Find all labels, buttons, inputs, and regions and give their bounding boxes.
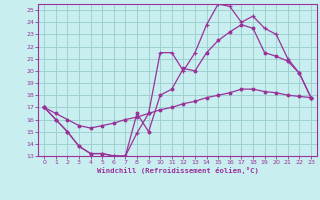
X-axis label: Windchill (Refroidissement éolien,°C): Windchill (Refroidissement éolien,°C) — [97, 167, 259, 174]
